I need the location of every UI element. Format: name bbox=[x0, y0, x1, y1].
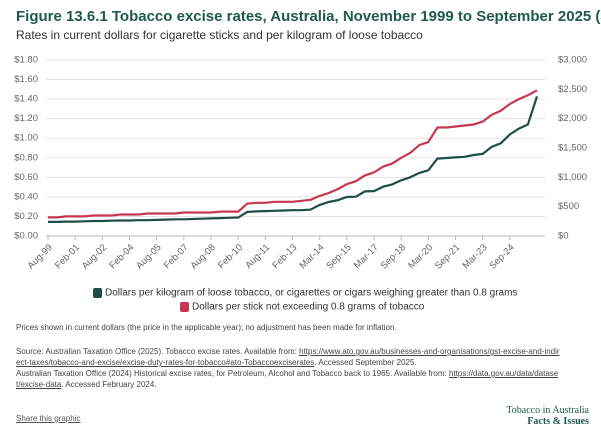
y-tick-label: $0.60 bbox=[14, 172, 38, 183]
x-tick-label: Mar-14 bbox=[298, 242, 327, 271]
y2-tick-label: $2,500 bbox=[558, 84, 587, 95]
x-tick-label: Sep-21 bbox=[433, 242, 462, 271]
x-tick-label: Mar-20 bbox=[406, 242, 435, 271]
x-tick-label: Feb-13 bbox=[270, 242, 299, 271]
y-tick-label: $0.00 bbox=[14, 231, 38, 242]
x-tick-label: Mar-23 bbox=[461, 242, 490, 271]
x-tick-label: Aug-05 bbox=[134, 242, 163, 271]
brand-sub: Facts & Issues bbox=[527, 416, 589, 427]
x-tick-label: Aug-99 bbox=[25, 242, 54, 271]
y-tick-label: $1.60 bbox=[14, 74, 38, 85]
x-tick-label: Sep-15 bbox=[324, 242, 353, 271]
legend-label: Dollars per stick not exceeding 0.8 gram… bbox=[192, 302, 425, 313]
y-tick-label: $1.00 bbox=[14, 133, 38, 144]
x-tick-label: Sep-24 bbox=[487, 242, 516, 271]
share-link[interactable]: Share this graphic bbox=[16, 414, 81, 423]
y-tick-label: $1.20 bbox=[14, 113, 38, 124]
x-tick-label: Aug-02 bbox=[80, 242, 109, 271]
legend-swatch bbox=[93, 288, 102, 298]
x-tick-label: Feb-01 bbox=[53, 242, 82, 271]
y-tick-label: $1.40 bbox=[14, 94, 38, 105]
legend-label: Dollars per kilogram of loose tobacco, o… bbox=[105, 288, 517, 299]
brand: Tobacco in Australia Facts & Issues bbox=[506, 405, 589, 427]
source: Source: Australian Taxation Office (2025… bbox=[16, 346, 561, 390]
brand-name: Tobacco in Australia bbox=[506, 405, 589, 416]
chart-title: Figure 13.6.1 Tobacco excise rates, Aust… bbox=[16, 8, 601, 25]
y2-tick-label: $500 bbox=[558, 201, 579, 212]
chart: Figure 13.6.1 Tobacco excise rates, Aust… bbox=[14, 8, 601, 313]
source-text: . Accessed September 2025. bbox=[314, 358, 417, 367]
x-tick-label: Feb-10 bbox=[216, 242, 245, 271]
series-line bbox=[48, 89, 538, 219]
legend-swatch bbox=[180, 302, 189, 312]
x-tick-label: Aug-08 bbox=[188, 242, 217, 271]
x-tick-label: Feb-04 bbox=[107, 242, 136, 271]
x-tick-label: Sep-18 bbox=[379, 242, 408, 271]
source-text: Australian Taxation Office (2024) Histor… bbox=[16, 369, 449, 378]
source-link[interactable]: https://www.ato.gov.au/businesses-and-or… bbox=[16, 347, 560, 367]
y2-tick-label: $2,000 bbox=[558, 113, 587, 124]
y-tick-label: $0.80 bbox=[14, 152, 38, 163]
y2-tick-label: $1,000 bbox=[558, 172, 587, 183]
source-link[interactable]: https://data.gov.au/data/dataset/excise-… bbox=[16, 369, 559, 389]
source-text: . Accessed February 2024. bbox=[61, 380, 157, 389]
y-tick-label: $0.20 bbox=[14, 211, 38, 222]
x-tick-label: Aug-11 bbox=[243, 242, 272, 271]
x-tick-label: Feb-07 bbox=[162, 242, 191, 271]
y2-tick-label: $1,500 bbox=[558, 143, 587, 154]
chart-subtitle: Rates in current dollars for cigarette s… bbox=[16, 28, 423, 42]
series-line bbox=[48, 96, 539, 223]
source-text: Source: Australian Taxation Office (2025… bbox=[16, 347, 300, 356]
note: Prices shown in current dollars (the pri… bbox=[16, 323, 397, 332]
y-tick-label: $0.40 bbox=[14, 191, 38, 202]
y2-tick-label: $3,000 bbox=[558, 55, 587, 66]
y2-tick-label: $0 bbox=[558, 231, 569, 242]
y-tick-label: $1.80 bbox=[14, 55, 38, 66]
x-tick-label: Mar-17 bbox=[352, 242, 381, 271]
